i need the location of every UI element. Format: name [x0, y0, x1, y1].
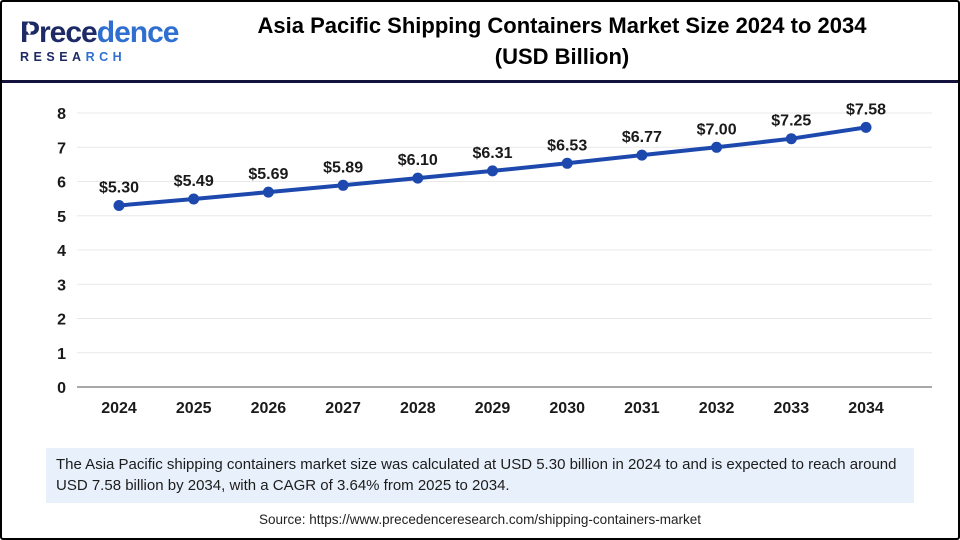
- y-tick-label: 8: [57, 106, 66, 123]
- data-label: $5.30: [99, 180, 139, 197]
- data-label: $6.10: [398, 152, 438, 169]
- market-size-line-chart: 0 1 2 3 4 5 6 7 8 2024 2025 2026 2027 2028 2029 2030 203…: [57, 101, 932, 417]
- logo-wordmark: Precedence: [20, 18, 192, 48]
- x-tick-label: 2032: [699, 400, 735, 417]
- chart-title-line2: (USD Billion): [494, 44, 630, 69]
- data-point: [412, 172, 424, 184]
- y-tick-label: 5: [57, 209, 66, 226]
- logo-text-dark: Prece: [20, 16, 98, 49]
- y-tick-label: 0: [57, 380, 66, 397]
- chart-title: Asia Pacific Shipping Containers Market …: [192, 10, 958, 72]
- data-label: $6.31: [472, 145, 512, 162]
- y-tick-label: 2: [57, 312, 66, 329]
- precedence-research-logo: Precedence RESEARCH: [2, 18, 192, 65]
- y-tick-label: 3: [57, 277, 66, 294]
- data-point: [860, 121, 872, 133]
- x-tick-label: 2033: [774, 400, 810, 417]
- data-label: $5.69: [248, 166, 288, 183]
- logo-subtitle-dark: RESEA: [20, 50, 86, 64]
- summary-note-text: The Asia Pacific shipping containers mar…: [56, 456, 897, 494]
- x-tick-label: 2025: [176, 400, 212, 417]
- data-point: [487, 165, 498, 177]
- x-tick-label: 2034: [848, 400, 884, 417]
- logo-subtitle-light: RCH: [85, 50, 127, 64]
- data-point: [188, 193, 200, 205]
- source-line: Source: https://www.precedenceresearch.c…: [259, 512, 701, 527]
- data-point: [636, 149, 648, 161]
- y-tick-label: 6: [57, 175, 66, 192]
- data-label: $6.53: [547, 137, 587, 154]
- data-label: $5.89: [323, 159, 363, 176]
- x-tick-label: 2024: [101, 400, 137, 417]
- logo-text-light: dence: [96, 16, 180, 49]
- x-tick-label: 2029: [475, 400, 511, 417]
- data-label: $7.00: [697, 121, 737, 138]
- y-tick-label: 7: [57, 140, 66, 157]
- data-point: [113, 200, 125, 211]
- logo-subtitle: RESEARCH: [20, 50, 192, 64]
- data-label: $5.49: [174, 173, 214, 190]
- data-point: [262, 186, 274, 198]
- header: Precedence RESEARCH Asia Pacific Shippin…: [2, 2, 958, 83]
- data-point: [337, 179, 349, 191]
- data-label: $6.77: [622, 129, 662, 146]
- x-tick-label: 2026: [251, 400, 287, 417]
- data-label: $7.58: [846, 101, 886, 118]
- data-point: [561, 157, 573, 169]
- x-tick-label: 2030: [549, 400, 585, 417]
- data-point: [785, 133, 797, 145]
- x-tick-label: 2031: [624, 400, 660, 417]
- chart-area: 0 1 2 3 4 5 6 7 8 2024 2025 2026 2027 2028 2029 2030 203…: [2, 83, 958, 445]
- data-label: $7.25: [771, 113, 811, 130]
- summary-note-box: The Asia Pacific shipping containers mar…: [46, 448, 914, 503]
- y-tick-label: 4: [57, 243, 66, 260]
- x-tick-label: 2028: [400, 400, 436, 417]
- x-tick-label: 2027: [325, 400, 361, 417]
- chart-title-line1: Asia Pacific Shipping Containers Market …: [257, 13, 867, 38]
- y-tick-label: 1: [57, 346, 66, 363]
- data-point: [711, 141, 723, 153]
